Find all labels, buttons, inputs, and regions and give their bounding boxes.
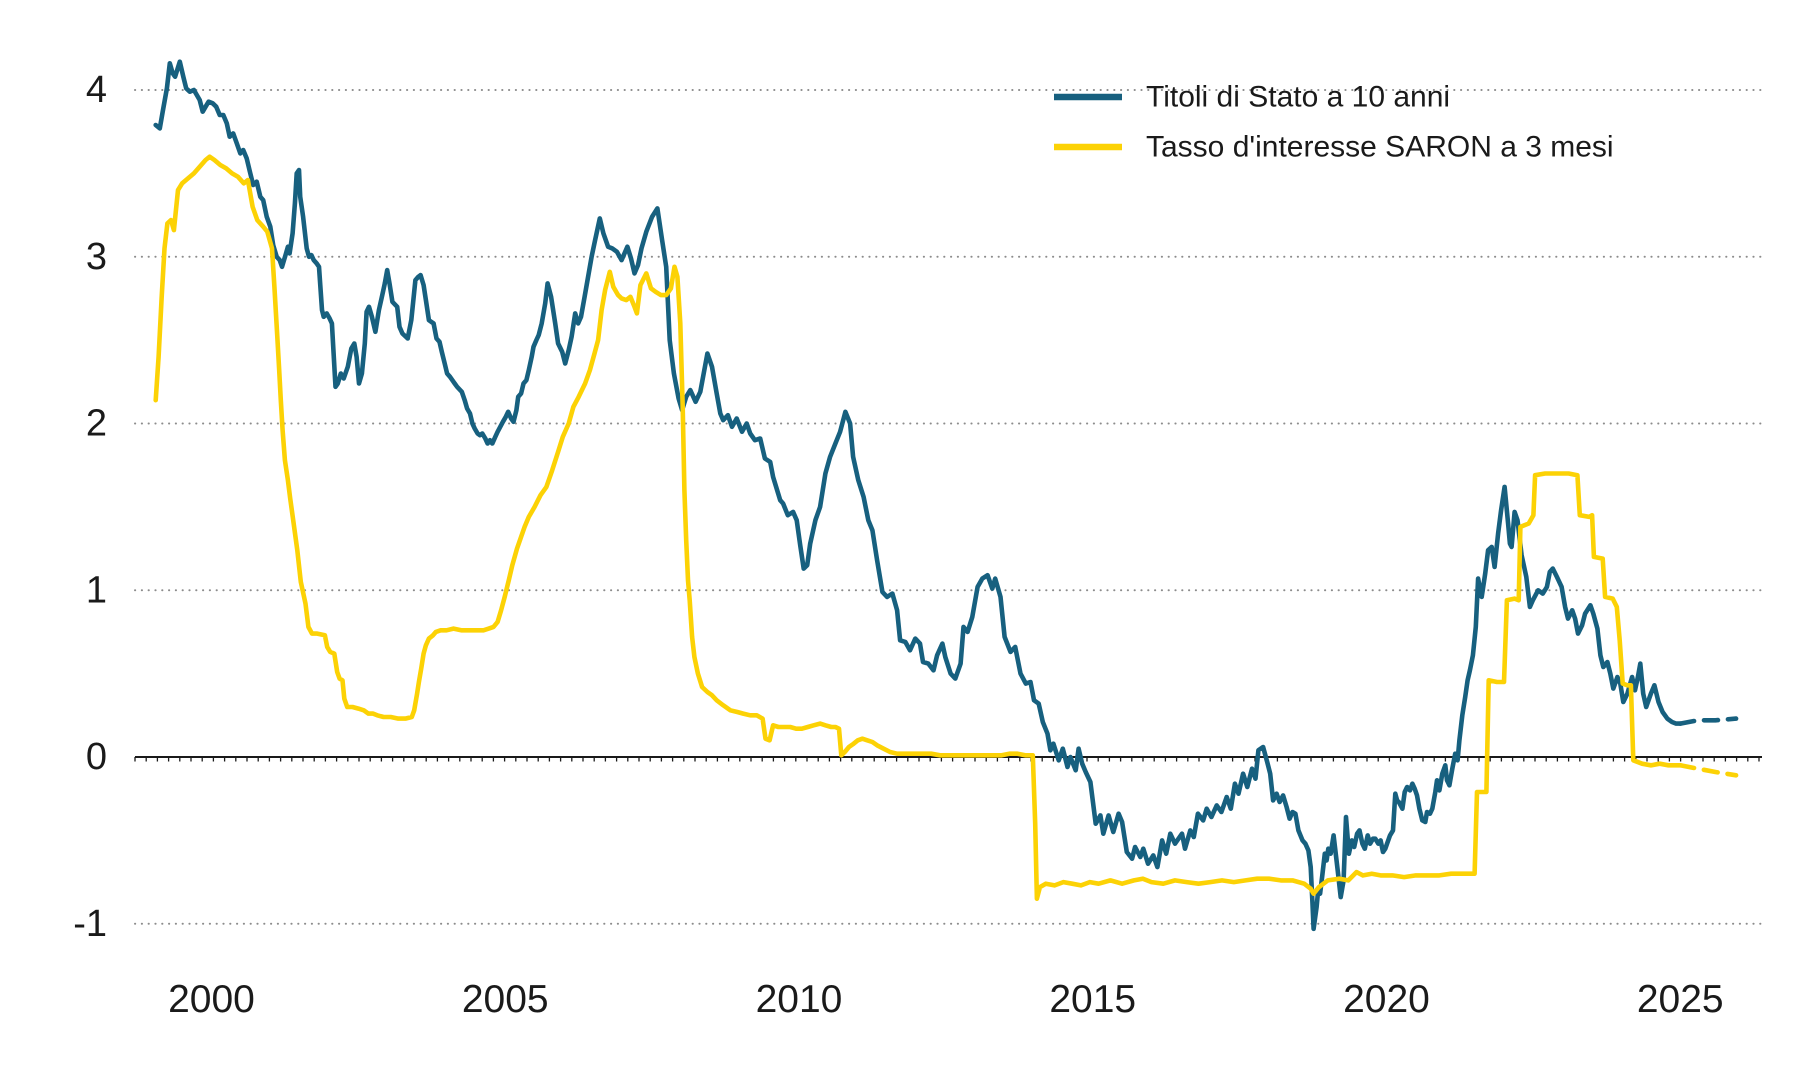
series-line-titoli-di-stato <box>153 59 1683 932</box>
y-axis-label-1: 1 <box>86 569 107 611</box>
legend-label-titoli-di-stato: Titoli di Stato a 10 anni <box>1146 81 1450 114</box>
zero-axis-minor-ticks <box>134 757 1760 762</box>
x-axis-label-2025: 2025 <box>1637 978 1724 1021</box>
y-axis-label-0: 0 <box>86 736 107 778</box>
y-axis-label-2: 2 <box>86 403 107 445</box>
x-axis-label-2020: 2020 <box>1343 978 1430 1021</box>
x-axis-label-2005: 2005 <box>462 978 549 1021</box>
series-line-saron <box>153 154 1683 902</box>
series-line-titoli-di-stato-forecast <box>1678 716 1739 726</box>
legend-label-saron: Tasso d'interesse SARON a 3 mesi <box>1146 131 1614 164</box>
x-axis-label-2015: 2015 <box>1049 978 1136 1021</box>
y-axis-label-3: 3 <box>86 236 107 278</box>
legend: Titoli di Stato a 10 anni Tasso d'interes… <box>1054 81 1614 164</box>
y-axis-label--1: -1 <box>73 903 107 945</box>
series-line-saron-forecast <box>1678 762 1739 778</box>
x-axis-label-2010: 2010 <box>756 978 843 1021</box>
x-axis-label-2000: 2000 <box>168 978 255 1021</box>
y-axis-label-4: 4 <box>86 69 107 111</box>
